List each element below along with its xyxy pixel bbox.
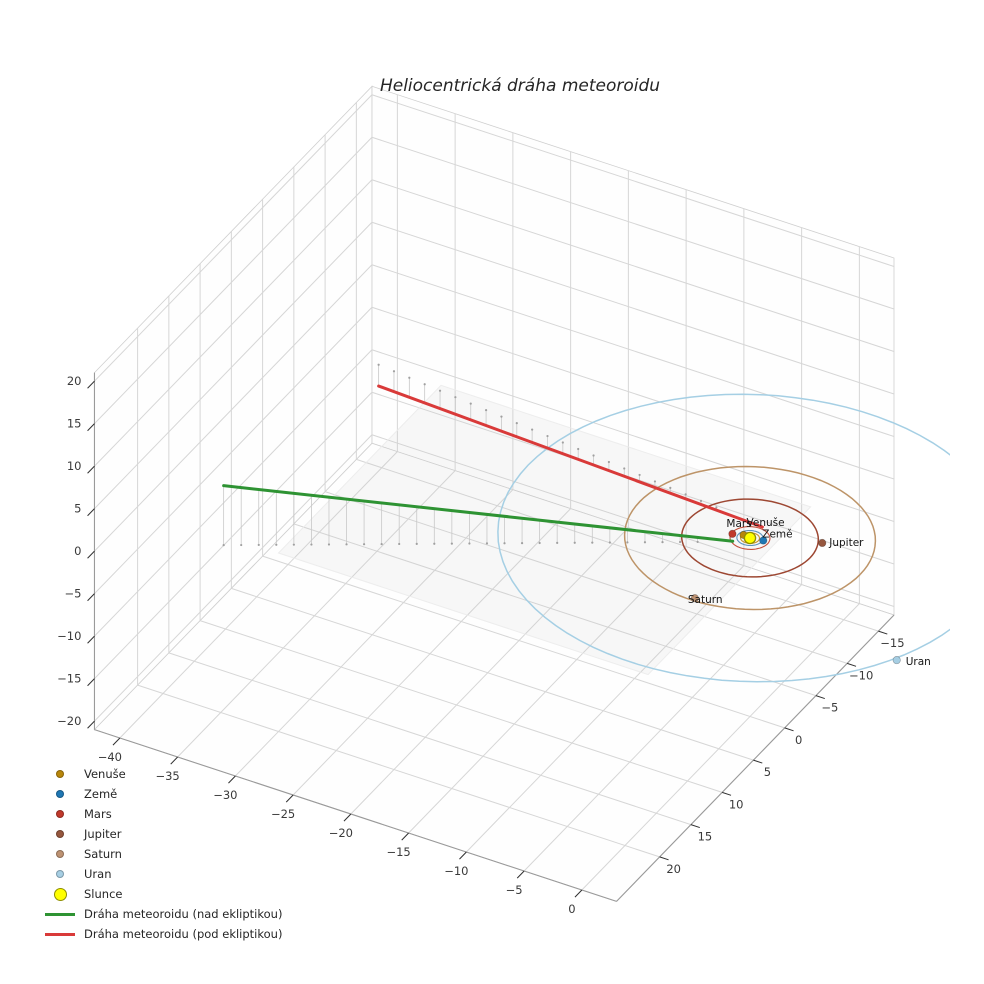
axis-tick-label: −30 <box>213 788 237 802</box>
axis-tick-label: −20 <box>57 714 81 728</box>
axis-tick-label: −25 <box>271 807 295 821</box>
axis-tick-labels: −40 −35 −30 −25 −20 −15 −10 −5 0 −15 −10 −5 0 5 10 15 20… <box>57 374 904 916</box>
orbit-země <box>736 529 764 547</box>
axis-tick-label: −5 <box>506 883 523 897</box>
axis-tick-label: −10 <box>849 668 873 682</box>
planet-label-saturn: Saturn <box>688 594 723 606</box>
trajectory-stems <box>222 363 718 547</box>
planet-label-uran: Uran <box>906 656 931 668</box>
axis-tick-label: −35 <box>155 769 179 783</box>
legend-item: Země <box>42 784 282 804</box>
orbit-jupiter <box>680 498 820 578</box>
legend-item: Mars <box>42 804 282 824</box>
planet-markers <box>690 529 901 665</box>
axis-tick-label: −15 <box>386 845 410 859</box>
axis-tick-label: 0 <box>568 902 575 916</box>
planet-saturn <box>690 594 699 603</box>
legend-line-swatch <box>42 932 78 936</box>
planet-orbits <box>497 393 950 683</box>
orbit-saturn <box>623 465 877 611</box>
planet-mars <box>728 529 737 538</box>
axis-tick-label: 10 <box>67 459 82 473</box>
axis-tick-label: −15 <box>880 636 904 650</box>
legend-marker-swatch <box>42 887 78 901</box>
legend-item-label: Země <box>84 787 118 801</box>
planet-jupiter <box>818 538 827 548</box>
axis-tick-label: 20 <box>67 374 82 388</box>
legend-item: Dráha meteoroidu (nad ekliptikou) <box>42 904 282 924</box>
legend-item: Venuše <box>42 764 282 784</box>
planet-label-mars: Mars <box>726 518 751 530</box>
axis-tick-label: −10 <box>57 629 81 643</box>
axis-tick-label: 0 <box>795 733 802 747</box>
legend-item: Uran <box>42 864 282 884</box>
legend-item: Saturn <box>42 844 282 864</box>
legend-line-swatch <box>42 912 78 916</box>
legend-item-label: Mars <box>84 807 112 821</box>
axis-tick-label: 20 <box>666 862 681 876</box>
legend-item: Dráha meteoroidu (pod ekliptikou) <box>42 924 282 944</box>
axis-tick-label: 5 <box>764 765 771 779</box>
trajectory-below-ecliptic <box>377 384 764 529</box>
planet-uran <box>892 656 901 665</box>
axis-tick-label: −5 <box>65 587 82 601</box>
legend-marker-swatch <box>42 790 78 798</box>
legend-marker-swatch <box>42 850 78 858</box>
axis-tick-label: 15 <box>698 830 713 844</box>
legend-item-label: Saturn <box>84 847 122 861</box>
legend-item: Jupiter <box>42 824 282 844</box>
legend-item-label: Jupiter <box>84 827 122 841</box>
legend-item-label: Uran <box>84 867 112 881</box>
axis-tick-label: −40 <box>98 750 122 764</box>
axis-tick-label: 0 <box>74 544 81 558</box>
axis-ticks <box>87 380 888 898</box>
planet-země <box>759 536 768 545</box>
trajectory-above-ecliptic <box>222 484 735 543</box>
legend-item-label: Dráha meteoroidu (nad ekliptikou) <box>84 907 283 921</box>
meteoroid-trajectories <box>222 384 764 543</box>
legend-item-label: Dráha meteoroidu (pod ekliptikou) <box>84 927 283 941</box>
planet-label-země: Země <box>762 528 792 540</box>
planet-label-jupiter: Jupiter <box>828 537 864 549</box>
axis-tick-label: 5 <box>74 502 81 516</box>
axis-tick-label: −10 <box>444 864 468 878</box>
axis-tick-label: −15 <box>57 672 81 686</box>
legend-item-label: Venuše <box>84 767 126 781</box>
legend-marker-swatch <box>42 830 78 838</box>
legend-item: Slunce <box>42 884 282 904</box>
axis-tick-label: 15 <box>67 417 82 431</box>
axis-tick-label: −20 <box>329 826 353 840</box>
planet-label-venuše: Venuše <box>747 517 785 529</box>
axis-tick-label: 10 <box>729 797 744 811</box>
legend: Venuše Země Mars Jupiter Saturn Uran Slunce Drá… <box>42 764 282 944</box>
legend-marker-swatch <box>42 810 78 818</box>
legend-marker-swatch <box>42 770 78 778</box>
legend-item-label: Slunce <box>84 887 123 901</box>
orbit-uran <box>497 393 950 683</box>
legend-marker-swatch <box>42 870 78 878</box>
chart-title: Heliocentrická dráha meteoroidu <box>379 76 661 96</box>
axis-tick-label: −5 <box>821 701 838 715</box>
sun-marker <box>743 531 757 545</box>
